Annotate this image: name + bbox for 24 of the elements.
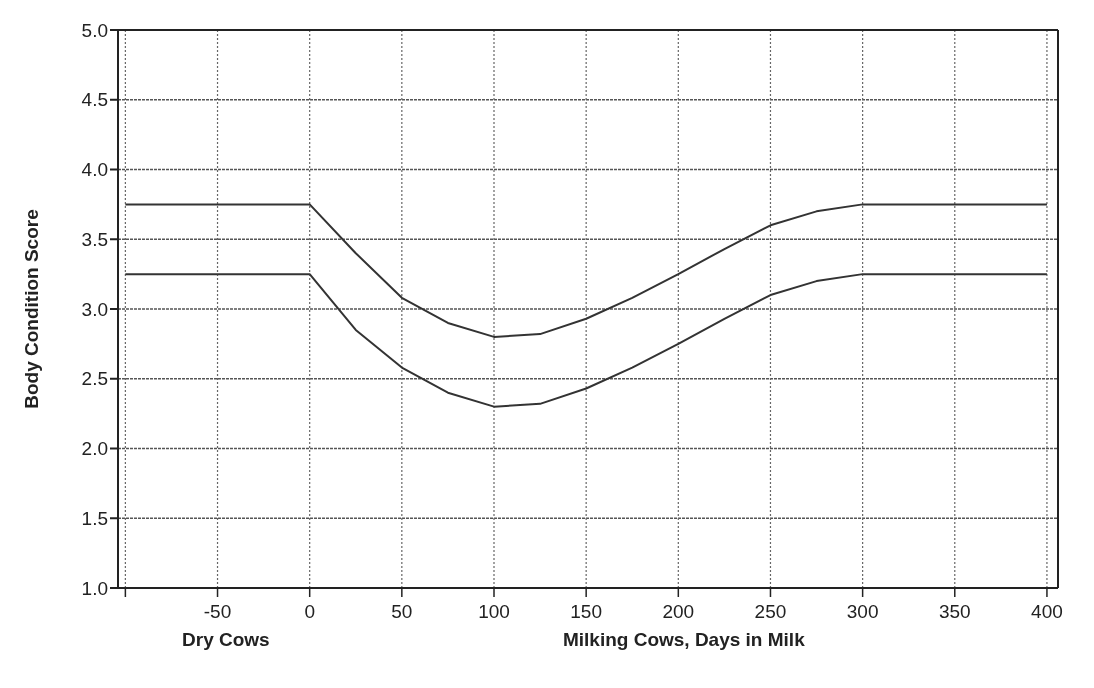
- y-tick-label: 2.5: [81, 368, 108, 390]
- y-tick-label: 1.0: [81, 577, 108, 599]
- x-tick-label: 250: [754, 601, 787, 622]
- x-tick-label: -50: [203, 601, 232, 622]
- x-tick-label: 300: [846, 601, 879, 622]
- x-tick-label: 400: [1031, 601, 1063, 622]
- x-tick-label: 50: [391, 601, 413, 622]
- y-tick-label: 3.0: [81, 298, 108, 320]
- y-axis-title: Body Condition Score: [21, 209, 42, 409]
- x-tick-label: 200: [662, 601, 695, 622]
- y-tick-label: 4.5: [81, 89, 108, 111]
- x-axis-title: Milking Cows, Days in Milk: [562, 629, 806, 650]
- y-tick-label: 2.0: [81, 438, 108, 460]
- line-series: [124, 273, 1048, 408]
- line-series: [124, 203, 1048, 338]
- text: Dry Cows: [182, 629, 270, 650]
- x-tick-label: 100: [478, 601, 510, 622]
- x-tick-label: 150: [570, 601, 603, 622]
- x-tick-label: 0: [304, 601, 315, 622]
- y-tick-label: 1.5: [81, 507, 108, 529]
- x-tick-label: 350: [938, 601, 971, 622]
- y-tick-label: 4.0: [81, 159, 108, 181]
- y-tick-label: 3.5: [81, 228, 108, 250]
- y-tick-label: 5.0: [81, 19, 108, 41]
